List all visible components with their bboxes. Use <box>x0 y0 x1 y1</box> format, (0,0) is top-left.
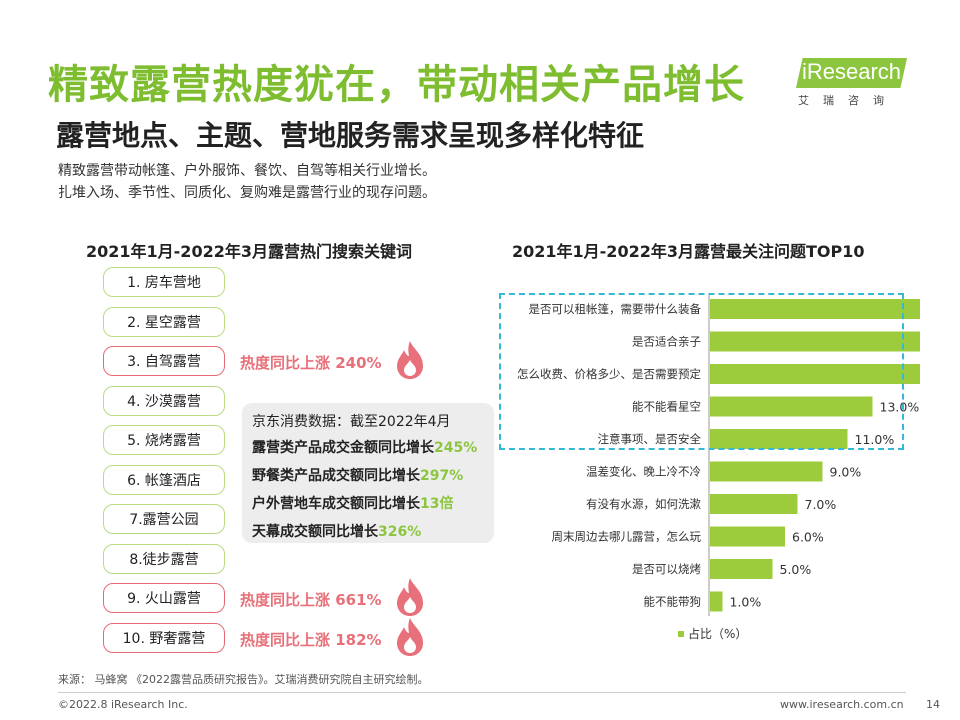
bar <box>710 461 823 482</box>
flame-icon <box>397 617 423 656</box>
keyword-item: 6. 帐篷酒店 <box>103 464 225 495</box>
bar <box>710 396 873 417</box>
keyword-item: 2. 星空露营 <box>103 306 225 337</box>
bar <box>710 559 773 579</box>
keyword-item: 8.徒步露营 <box>103 543 225 574</box>
data-label: 11.0% <box>855 432 895 447</box>
keyword-item: 7.露营公园 <box>103 504 225 534</box>
bar <box>710 526 785 547</box>
legend-swatch <box>678 631 684 637</box>
keyword-item: 10. 野奢露营 <box>103 622 225 653</box>
source-note: 来源： 马蜂窝 《2022露营品质研究报告》。艾瑞消费研究院自主研究绘制。 <box>58 673 429 686</box>
category-label: 温差变化、晚上冷不冷 <box>586 465 701 479</box>
bar <box>710 494 798 514</box>
category-label: 怎么收费、价格多少、是否需要预定 <box>517 367 701 381</box>
data-label: 6.0% <box>792 530 824 545</box>
iresearch-logo: iResearch 艾瑞咨询 <box>796 52 914 108</box>
bar <box>710 299 920 319</box>
category-label: 是否可以烧烤 <box>632 562 701 576</box>
category-label: 是否可以租帐篷，需要带什么装备 <box>529 302 702 316</box>
page-title: 精致露营热度犹在，带动相关产品增长 <box>48 62 745 108</box>
category-label: 能不能看星空 <box>632 400 701 414</box>
bar <box>710 364 920 384</box>
flame-icon <box>397 578 423 616</box>
jd-value: 297% <box>420 468 464 484</box>
data-label: 1.0% <box>730 595 762 610</box>
category-label: 有没有水源，如何洗漱 <box>586 497 701 511</box>
keyword-item: 5. 烧烤露营 <box>103 425 225 455</box>
bar <box>710 591 723 612</box>
top-five-highlight-box <box>499 293 904 450</box>
jd-line: 野餐类产品成交额同比增长297% <box>252 468 464 484</box>
keyword-item: 3. 自驾露营 <box>103 346 225 376</box>
category-label: 是否适合亲子 <box>632 335 701 349</box>
jd-line: 户外营地车成交额同比增长13倍 <box>252 496 454 512</box>
category-label: 能不能带狗 <box>644 595 702 609</box>
footer-divider <box>58 692 906 693</box>
data-label: 13.0% <box>880 400 920 415</box>
jd-value: 326% <box>378 524 422 540</box>
data-label: 5.0% <box>780 562 812 577</box>
hot-growth-label: 热度同比上涨 182% <box>240 630 382 649</box>
copyright: ©2022.8 iResearch Inc. <box>58 698 188 711</box>
jd-heading: 京东消费数据：截至2022年4月 <box>252 414 451 430</box>
jd-value: 13倍 <box>420 496 454 512</box>
category-label: 注意事项、是否安全 <box>598 432 702 446</box>
bar <box>710 331 920 352</box>
description-line-1: 精致露营带动帐篷、户外服饰、餐饮、自驾等相关行业增长。 <box>58 163 436 179</box>
hot-growth-label: 热度同比上涨 661% <box>240 591 382 609</box>
logo-text: iResearch <box>796 58 908 88</box>
flame-icon <box>397 341 423 379</box>
description-line-2: 扎堆入场、季节性、同质化、复购难是露营行业的现存问题。 <box>58 185 436 201</box>
concern-bar-chart: 是否可以租帐篷，需要带什么装备28.0%是否适合亲子18.0%怎么收费、价格多少… <box>517 295 920 641</box>
jd-data-box: 京东消费数据：截至2022年4月 露营类产品成交金额同比增长245% 野餐类产品… <box>242 403 494 543</box>
jd-value: 245% <box>434 440 478 456</box>
hot-growth-label: 热度同比上涨 240% <box>240 354 382 372</box>
data-label: 9.0% <box>830 465 862 480</box>
keyword-item: 4. 沙漠露营 <box>103 385 225 416</box>
website-url: www.iresearch.com.cn <box>780 698 904 711</box>
keyword-item: 1. 房车营地 <box>103 267 225 297</box>
data-label: 7.0% <box>805 497 837 512</box>
page-subtitle: 露营地点、主题、营地服务需求呈现多样化特征 <box>56 119 645 152</box>
jd-line: 露营类产品成交金额同比增长245% <box>252 440 478 456</box>
keyword-section-title: 2021年1月-2022年3月露营热门搜索关键词 <box>86 242 412 261</box>
logo-subtext: 艾瑞咨询 <box>798 94 898 107</box>
legend-label: 占比（%） <box>688 626 747 641</box>
jd-line: 天幕成交额同比增长326% <box>252 524 422 540</box>
page-number: 14 <box>926 698 940 711</box>
category-label: 周末周边去哪儿露营，怎么玩 <box>552 530 702 544</box>
keyword-item: 9. 火山露营 <box>103 583 225 613</box>
bar <box>710 429 848 449</box>
chart-title: 2021年1月-2022年3月露营最关注问题TOP10 <box>512 242 865 261</box>
